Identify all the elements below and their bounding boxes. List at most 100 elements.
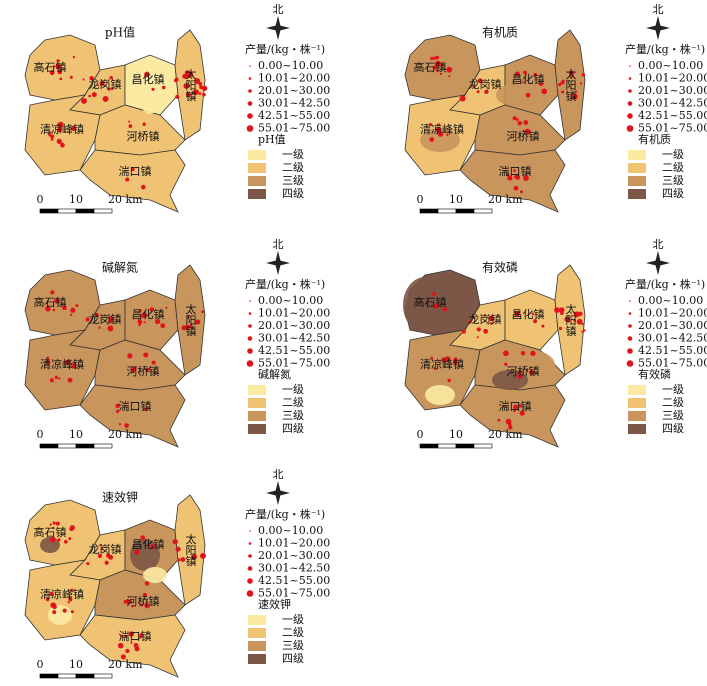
scale-bar: [75, 443, 95, 449]
sample-dot: [145, 409, 149, 412]
sample-dot: [522, 129, 525, 133]
grade-label: 一级: [662, 148, 684, 161]
sample-dot: [504, 362, 508, 366]
sample-dot: [483, 328, 488, 334]
town-label: 高石镇: [414, 60, 447, 74]
scale-label: 0: [37, 428, 44, 441]
sample-dot: [172, 539, 178, 545]
grade-swatch: [248, 641, 266, 651]
grade-swatch: [628, 189, 646, 199]
district: [79, 614, 186, 678]
north-label: 北: [273, 3, 284, 16]
legend-dot: [626, 125, 634, 132]
sample-dot: [581, 330, 584, 333]
legend-dot: [247, 101, 253, 106]
sample-dot: [49, 378, 54, 383]
scale-bar: [57, 673, 77, 679]
sample-dot: [581, 322, 584, 326]
grade-zone: [403, 277, 447, 333]
sample-dot: [100, 547, 104, 551]
town-label: 龙岗镇: [89, 312, 122, 326]
sample-dot: [137, 319, 143, 325]
grade-label: 三级: [662, 174, 684, 187]
sample-dot: [139, 603, 143, 607]
sample-dot: [125, 177, 130, 182]
sample-dot: [186, 315, 190, 319]
grade-swatch: [248, 654, 266, 664]
legend-class: 30.01~42.50: [638, 97, 707, 110]
sample-dot: [541, 88, 548, 95]
sample-dot: [97, 84, 100, 87]
sample-dot: [513, 169, 516, 172]
sample-dot: [117, 642, 124, 649]
sample-dot: [441, 357, 447, 363]
sample-dot: [99, 80, 105, 86]
sample-dot: [54, 375, 59, 380]
sample-dot: [60, 142, 65, 148]
sample-dot: [579, 82, 583, 85]
grade-zone: [425, 385, 455, 405]
sample-dot: [127, 353, 133, 359]
legend-dot: [248, 77, 252, 80]
sample-dot: [193, 89, 199, 96]
legend-class: 55.01~75.00: [638, 122, 707, 135]
sample-dot: [437, 131, 444, 137]
sample-dot: [142, 312, 146, 315]
legend-class: 30.01~42.50: [638, 332, 707, 345]
sample-dot: [432, 291, 437, 296]
grade-title: pH值: [258, 133, 286, 146]
sample-dot: [446, 66, 453, 73]
sample-dot: [102, 96, 109, 102]
sample-dot: [191, 554, 198, 560]
sample-dot: [129, 599, 132, 602]
sample-dot: [484, 314, 487, 317]
grade-label: 四级: [662, 422, 684, 435]
sample-dot: [525, 368, 529, 372]
sample-dot: [130, 641, 133, 644]
sample-dot: [140, 535, 146, 541]
sample-dot: [160, 323, 166, 329]
grade-label: 二级: [662, 396, 684, 409]
town-label: 河桥镇: [507, 129, 540, 143]
sample-dot: [517, 120, 523, 126]
legend-class: 0.00~10.00: [258, 524, 323, 537]
town-label: 太阳镇: [564, 68, 577, 102]
scale-label: 20 km: [488, 193, 523, 206]
sample-dot: [515, 118, 519, 122]
sample-dot: [45, 305, 51, 312]
sample-dot: [523, 70, 527, 75]
sample-dot: [434, 306, 437, 309]
grade-label: 二级: [282, 161, 304, 174]
sample-dot: [138, 635, 142, 639]
sample-dot: [118, 423, 122, 426]
grade-swatch: [248, 398, 266, 408]
sample-dot: [128, 120, 131, 123]
sample-dot: [529, 370, 535, 376]
town-label: 河桥镇: [127, 364, 160, 378]
legend-class: 0.00~10.00: [258, 59, 323, 72]
sample-dot: [115, 403, 120, 409]
sample-dot: [119, 634, 123, 638]
sample-dot: [488, 315, 495, 322]
grade-swatch: [248, 411, 266, 421]
grade-swatch: [248, 163, 266, 173]
sample-dot: [123, 599, 128, 604]
legend-class: 42.51~55.00: [258, 344, 330, 357]
grade-swatch: [628, 176, 646, 186]
north-label: 北: [273, 238, 284, 251]
north-arrow: [266, 251, 290, 275]
town-label: 龙岗镇: [89, 542, 122, 556]
sample-dot: [541, 324, 545, 328]
sample-dot: [180, 557, 186, 562]
grade-zone: [48, 605, 72, 625]
town-label: 高石镇: [34, 60, 67, 74]
sample-dot: [143, 352, 149, 358]
panel-title: 有效磷: [482, 260, 518, 275]
sample-dot: [46, 356, 50, 360]
scale-label: 10: [69, 193, 83, 206]
town-label: 昌化镇: [512, 307, 545, 321]
legend-dot: [248, 554, 252, 558]
sample-dot: [202, 85, 208, 92]
